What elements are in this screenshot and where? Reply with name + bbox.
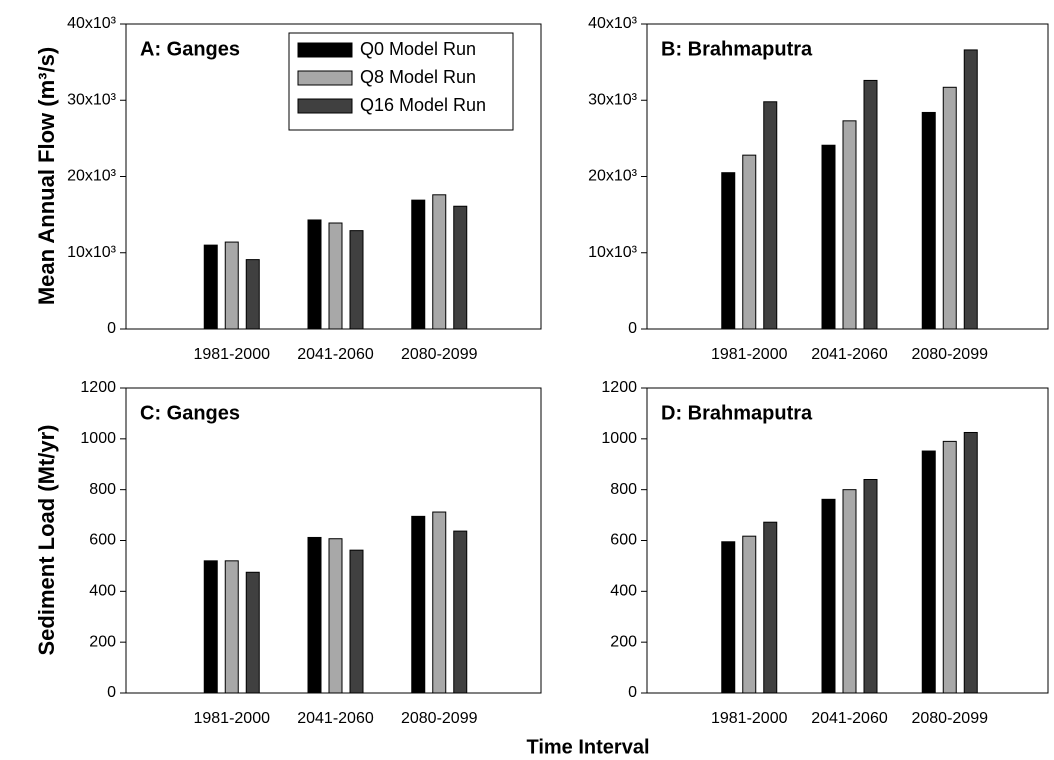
y-tick-label: 600 [610,532,637,549]
y-tick-label: 1200 [80,379,116,396]
bar [307,219,322,330]
bar [821,144,836,330]
bar [349,230,364,330]
bar [742,535,757,694]
bar [224,560,239,694]
bar [411,515,426,694]
y-tick-label: 40x10³ [588,15,638,32]
y-tick-label: 0 [628,320,637,337]
y-tick-label: 1200 [601,379,637,396]
legend-label: Q16 Model Run [360,95,486,115]
bar [224,241,239,330]
bar [863,79,878,330]
panel-title: B: Brahmaputra [661,38,813,60]
bar [742,154,757,330]
bar [328,222,343,330]
y-tick-label: 0 [628,684,637,701]
bar [245,259,260,330]
bar [328,538,343,694]
bar [763,521,778,694]
y-tick-label: 600 [89,532,116,549]
x-axis-label: Time Interval [526,736,649,758]
bar [203,244,218,330]
legend-label: Q0 Model Run [360,39,476,59]
x-tick-label: 2080-2099 [401,346,478,363]
bar [763,101,778,330]
bar [432,511,447,694]
y-tick-label: 0 [107,684,116,701]
bar [842,120,857,330]
bar [821,498,836,694]
y-tick-label: 400 [610,583,637,600]
y-tick-label: 1000 [80,430,116,447]
bar [432,194,447,330]
y-tick-label: 40x10³ [67,15,117,32]
y-tick-label: 200 [89,633,116,650]
x-tick-label: 2041-2060 [811,710,888,727]
x-tick-label: 2041-2060 [297,346,374,363]
y-tick-label: 20x10³ [588,168,638,185]
y-axis-label: Mean Annual Flow (m³/s) [34,47,59,305]
panel-title: A: Ganges [140,38,240,60]
panel-title: D: Brahmaputra [661,402,813,424]
legend-swatch [297,70,353,86]
x-tick-label: 1981-2000 [711,346,788,363]
bar [453,205,468,330]
panel-title: C: Ganges [140,402,240,424]
bar [863,479,878,694]
y-tick-label: 10x10³ [588,244,638,261]
legend-label: Q8 Model Run [360,67,476,87]
bar [921,111,936,330]
y-tick-label: 200 [610,633,637,650]
y-tick-label: 800 [89,481,116,498]
bar [203,560,218,694]
y-tick-label: 800 [610,481,637,498]
x-tick-label: 2080-2099 [911,710,988,727]
bar [245,571,260,694]
bar [963,431,978,694]
y-tick-label: 400 [89,583,116,600]
bar [349,549,364,694]
x-tick-label: 2080-2099 [401,710,478,727]
y-tick-label: 30x10³ [67,91,117,108]
y-tick-label: 1000 [601,430,637,447]
bar [921,450,936,694]
bar [307,536,322,694]
bar [942,86,957,330]
x-tick-label: 1981-2000 [711,710,788,727]
x-tick-label: 1981-2000 [193,710,270,727]
y-axis-label: Sediment Load (Mt/yr) [34,424,59,655]
bar [721,541,736,694]
legend-swatch [297,42,353,58]
y-tick-label: 0 [107,320,116,337]
y-tick-label: 20x10³ [67,168,117,185]
x-tick-label: 2041-2060 [811,346,888,363]
bar [453,530,468,694]
x-tick-label: 2080-2099 [911,346,988,363]
bar [942,440,957,694]
bar [411,199,426,330]
bar [963,49,978,330]
x-tick-label: 1981-2000 [193,346,270,363]
legend-swatch [297,98,353,114]
y-tick-label: 30x10³ [588,91,638,108]
y-tick-label: 10x10³ [67,244,117,261]
bar [721,172,736,330]
x-tick-label: 2041-2060 [297,710,374,727]
bar [842,489,857,694]
